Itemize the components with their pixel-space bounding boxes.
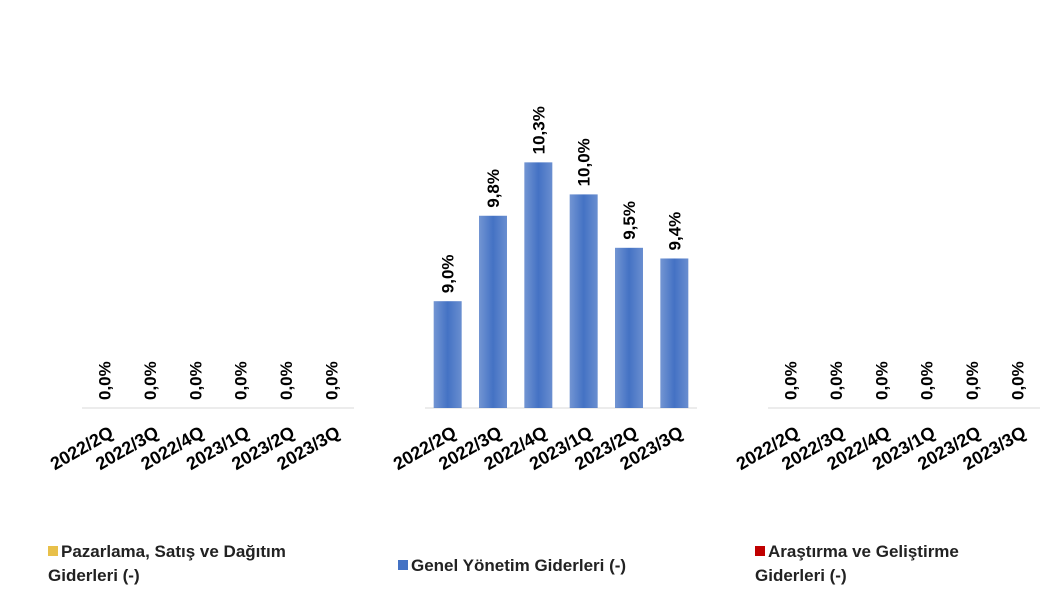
legend-label: Genel Yönetim Giderleri (-) — [411, 556, 627, 575]
data-label: 9,0% — [439, 254, 458, 293]
legend-swatch — [755, 546, 765, 556]
data-label: 10,0% — [575, 138, 594, 186]
legend-label: Araştırma ve Geliştirme Giderleri (-) — [755, 542, 959, 585]
data-label: 0,0% — [782, 361, 801, 400]
bar — [479, 215, 507, 408]
legend-swatch — [398, 560, 408, 570]
data-label: 10,3% — [529, 106, 548, 154]
data-label: 0,0% — [918, 361, 937, 400]
bar — [524, 162, 553, 408]
legend: Pazarlama, Satış ve Dağıtım Giderleri (-… — [48, 540, 318, 588]
data-label: 0,0% — [186, 361, 205, 400]
data-label: 9,5% — [620, 201, 639, 240]
data-label: 0,0% — [322, 361, 341, 400]
legend: Genel Yönetim Giderleri (-) — [398, 554, 718, 578]
data-label: 0,0% — [277, 361, 296, 400]
bar — [615, 247, 643, 408]
data-label: 9,8% — [484, 169, 503, 208]
data-label: 9,4% — [665, 212, 684, 251]
legend: Araştırma ve Geliştirme Giderleri (-) — [755, 540, 1015, 588]
data-label: 0,0% — [96, 361, 115, 400]
bar — [433, 301, 462, 408]
data-label: 0,0% — [872, 361, 891, 400]
data-label: 0,0% — [963, 361, 982, 400]
bar — [569, 194, 598, 408]
bar — [660, 258, 689, 408]
data-label: 0,0% — [232, 361, 251, 400]
legend-swatch — [48, 546, 58, 556]
legend-label: Pazarlama, Satış ve Dağıtım Giderleri (-… — [48, 542, 286, 585]
data-label: 0,0% — [827, 361, 846, 400]
data-label: 0,0% — [141, 361, 160, 400]
data-label: 0,0% — [1008, 361, 1027, 400]
